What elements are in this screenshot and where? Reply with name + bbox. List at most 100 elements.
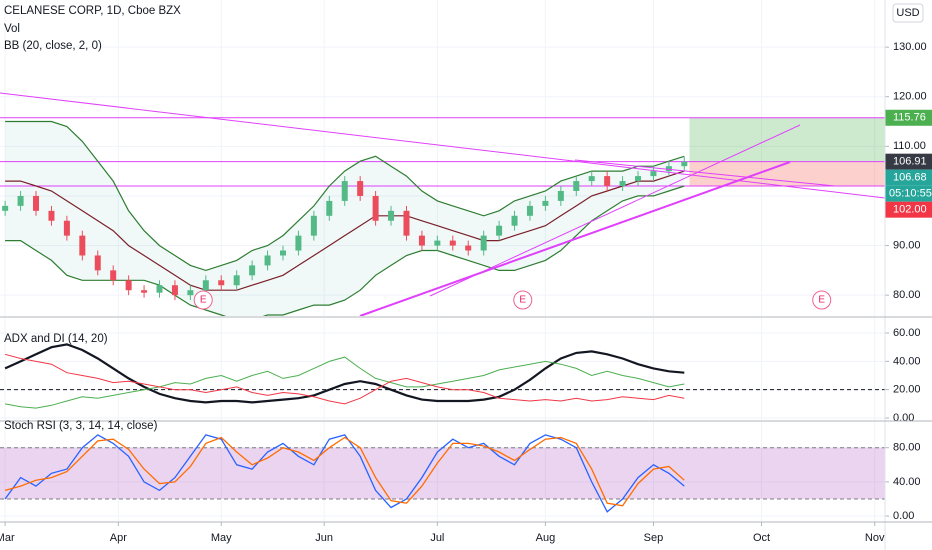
x-tick-label: Sep [644,532,664,544]
candle-body [403,210,410,236]
candle-body [48,210,55,221]
bb-line [5,170,685,291]
x-tick-label: Jul [430,532,444,544]
candle-body [604,176,611,187]
trend-line [429,124,801,297]
candle-body [94,255,101,271]
candle-body [372,195,379,221]
x-tick-label: Apr [110,532,127,544]
candle-body [681,161,688,167]
candle-body [79,235,86,256]
candle-body [650,171,657,177]
candle-body [187,290,194,296]
indicator-label: Stoch RSI (3, 3, 14, 14, close) [4,420,158,432]
candle-body [665,166,672,172]
candle-body [542,200,549,206]
indicator-line [4,436,685,507]
candle-body [557,190,564,201]
price-tag [885,169,932,186]
candle-body [110,270,117,281]
earnings-marker [812,290,832,310]
candle-body [526,205,533,216]
currency-box[interactable] [892,3,924,23]
indicator-line [4,434,685,513]
candle-body [588,176,595,182]
adx-pane [0,318,885,420]
trend-line [359,161,791,316]
y-tick-label: 120.00 [893,91,927,103]
price-tag [885,201,932,218]
earnings-marker [193,290,213,310]
earnings-label: E [200,295,207,306]
candle-body [418,235,425,246]
candle-body [17,195,24,206]
candle-body [326,200,333,216]
candle-body [2,205,9,211]
y-tick-label: 80.00 [893,442,921,454]
indicator-label: BB (20, close, 2, 0) [4,40,102,52]
price-tag-label: 115.76 [893,112,926,124]
candle-body [635,176,642,182]
chart-title: CELANESE CORP, 1D, Cboe BZX [4,5,181,17]
candle-body [449,240,456,246]
price-tag-label: 106.91 [893,156,927,168]
x-tick-label: Oct [753,532,770,544]
y-tick-label: 0.00 [893,412,914,424]
candle-body [202,280,209,291]
candle-body [341,181,348,201]
indicator-label: ADX and DI (14, 20) [4,333,108,345]
stoch-pane [0,422,885,521]
candle-body [511,215,518,226]
candle-body [279,250,286,256]
candle-body [465,245,472,251]
x-tick-label: May [211,532,232,544]
countdown: 05:10:55 [889,188,932,200]
candle-body [357,181,364,196]
bb-fill [5,121,685,316]
y-tick-label: 40.00 [893,476,921,488]
x-tick-label: Mar [0,532,15,544]
candle-body [310,215,317,236]
stop-zone [689,161,885,187]
indicator-line [5,356,685,409]
candle-body [171,285,178,296]
candle-body [264,255,271,266]
candle-body [33,195,40,211]
y-tick-label: 80.00 [893,289,921,301]
indicator-line [4,343,685,404]
x-tick-label: Aug [536,532,556,544]
candle-body [496,225,503,236]
candle-body [619,181,626,187]
candle-body [388,210,395,221]
y-tick-label: 0.00 [893,510,914,522]
price-tag [885,153,932,170]
earnings-marker [513,290,533,310]
candle-body [141,290,148,293]
candle-body [63,220,70,236]
x-tick-label: Jun [315,532,333,544]
countdown-tag [885,185,932,202]
candle-body [156,285,163,293]
y-tick-label: 130.00 [893,41,927,53]
bb-line [5,120,685,272]
indicator-line [4,353,685,405]
price-tag-label: 106.68 [893,172,927,184]
price-tag [885,109,932,126]
price-tag-label: 102.00 [893,204,927,216]
currency[interactable]: USD [896,7,919,19]
axes: 80.0090.00100.00110.00120.00130.000.0020… [0,41,932,544]
y-tick-label: 20.00 [893,384,921,396]
trend-line [574,159,836,187]
earnings-label: E [519,295,526,306]
indicator-label: Vol [4,23,20,35]
y-tick-label: 90.00 [893,239,921,251]
candle-body [434,240,441,246]
y-tick-label: 60.00 [893,327,921,339]
candle-body [480,235,487,251]
x-tick-label: Nov [865,532,885,544]
y-tick-label: 110.00 [893,140,926,152]
target-zone [689,117,885,162]
